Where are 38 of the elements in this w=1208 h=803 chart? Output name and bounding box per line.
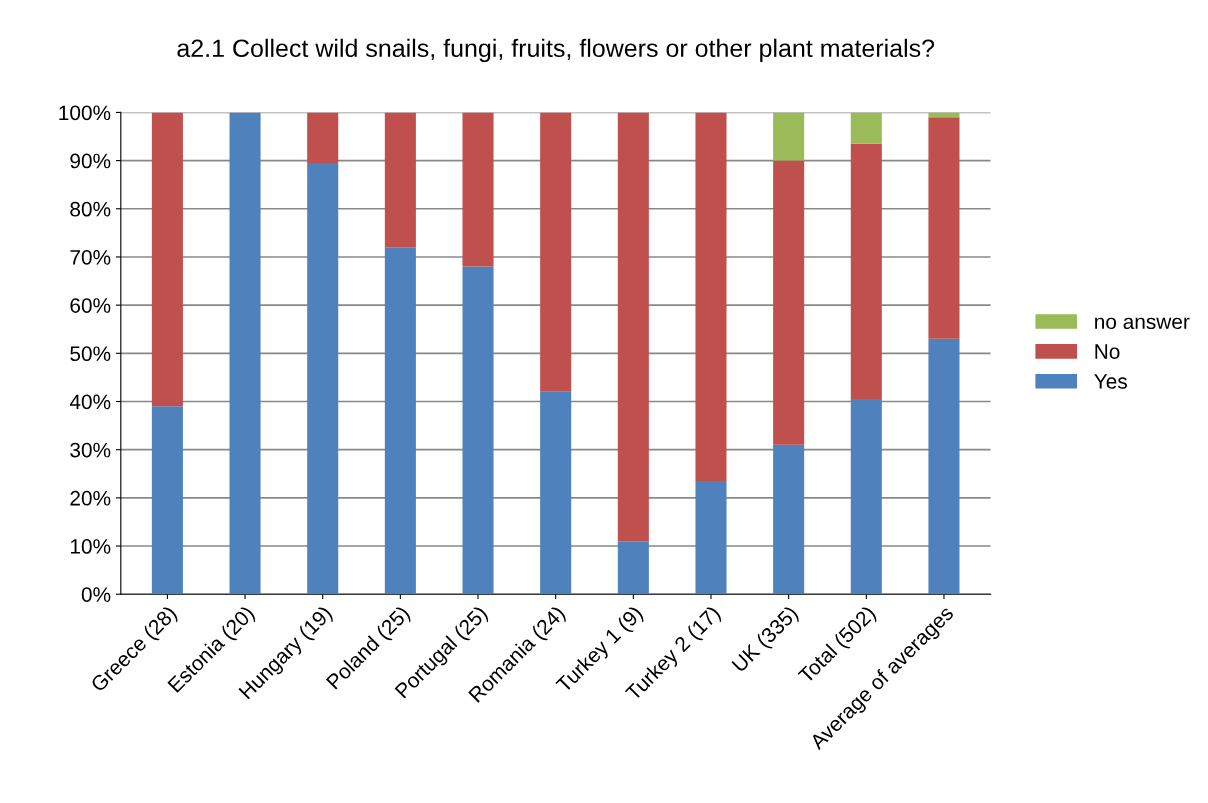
y-tick-label: 70% — [70, 249, 111, 265]
chart-title: a2.1 Collect wild snails, fungi, fruits, flowers or other plant materials? — [177, 38, 935, 63]
bar — [695, 112, 727, 481]
bar — [850, 143, 882, 400]
bar — [850, 112, 882, 144]
bar — [151, 406, 183, 595]
bar — [307, 163, 339, 595]
bar — [928, 338, 960, 595]
bar — [462, 266, 494, 595]
y-tick-label: 90% — [70, 153, 111, 169]
y-tick-label: 0% — [81, 587, 111, 602]
legend-label: no answer — [1095, 317, 1190, 330]
bar — [151, 112, 183, 407]
bar — [773, 112, 805, 161]
bar — [773, 160, 805, 445]
y-tick-label: 100% — [59, 105, 111, 121]
y-tick-label: 40% — [69, 394, 111, 410]
y-tick-label: 60% — [70, 298, 111, 313]
y-tick-label: 30% — [70, 442, 111, 458]
y-tick-label: 20% — [70, 490, 111, 506]
bar — [773, 444, 805, 595]
bar — [384, 247, 416, 595]
bar — [540, 391, 572, 595]
bar — [229, 112, 261, 595]
bar — [540, 112, 572, 392]
y-tick-label: 10% — [70, 539, 111, 554]
bar — [462, 112, 494, 267]
y-tick-label: 80% — [70, 201, 111, 217]
legend-label: Yes — [1094, 374, 1127, 389]
bar — [307, 112, 339, 164]
bar — [617, 112, 649, 542]
y-tick-label: 50% — [70, 346, 111, 362]
bar — [617, 541, 649, 595]
bar — [695, 481, 727, 595]
bar — [850, 399, 882, 595]
bar — [928, 117, 960, 339]
legend-label: No — [1095, 344, 1120, 359]
bar — [384, 112, 416, 248]
